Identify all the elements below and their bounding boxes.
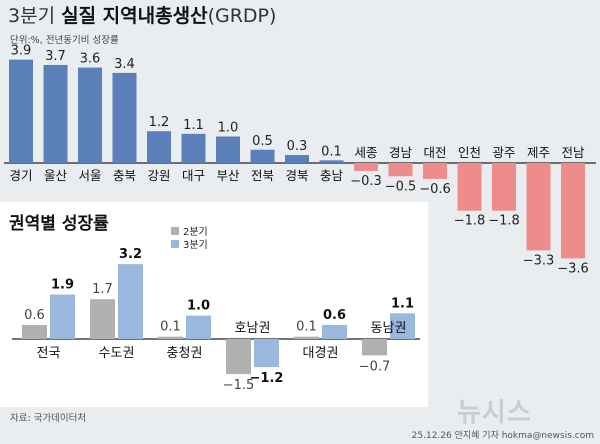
bar-세종 [354, 163, 378, 171]
group-value-label: 3.2 [119, 247, 142, 262]
category-label: 제주 [527, 145, 550, 160]
category-label: 충남 [320, 168, 344, 183]
unit-note: 단위:%, 전년동기비 성장률 [10, 35, 119, 46]
group-value-label: 1.1 [391, 296, 414, 311]
group-value-label: 0.1 [160, 320, 181, 335]
category-label: 강원 [147, 168, 170, 183]
category-label: 대구 [182, 168, 205, 183]
category-label: 울산 [44, 168, 68, 183]
bar-전국-3분기 [50, 294, 75, 339]
value-label: 1.1 [183, 118, 204, 133]
category-label: 광주 [492, 145, 515, 160]
category-label: 부산 [216, 168, 240, 183]
bar-충청권-2분기 [158, 336, 183, 339]
bar-동남권-2분기 [362, 339, 387, 356]
bar-충북 [112, 72, 137, 163]
value-label: −0.3 [350, 174, 382, 189]
bar-제주 [526, 163, 551, 251]
bar-광주 [492, 163, 516, 211]
legend-label-q2: 2분기 [183, 226, 208, 238]
bar-대경권-3분기 [322, 324, 347, 339]
category-label: 충북 [113, 168, 136, 183]
bar-서울 [78, 67, 102, 163]
category-label: 인천 [458, 145, 481, 160]
group-value-label: −1.5 [223, 378, 255, 393]
category-label: 전남 [561, 145, 585, 160]
title-main: 실질 지역내총생산 [61, 5, 208, 27]
chart-title: 3분기 실질 지역내총생산(GRDP) [8, 4, 276, 28]
group-label: 대경권 [303, 346, 339, 361]
value-label: −1.8 [454, 214, 486, 229]
value-label: 3.9 [11, 44, 32, 59]
bar-전남 [561, 163, 585, 259]
value-label: −3.6 [557, 261, 589, 276]
title-quarter: 3분기 [8, 5, 56, 27]
group-label: 수도권 [99, 346, 135, 361]
bar-전북 [250, 149, 275, 163]
bar-수도권-2분기 [90, 299, 115, 339]
bar-동남권-3분기 [390, 313, 415, 339]
group-value-label: 1.9 [51, 278, 74, 293]
bar-호남권-2분기 [226, 339, 251, 375]
group-value-label: 0.6 [323, 308, 346, 323]
value-label: 1.2 [149, 115, 170, 130]
bar-경기 [9, 59, 33, 163]
bar-대구 [181, 133, 206, 163]
category-label: 서울 [78, 168, 101, 183]
category-label: 경기 [9, 168, 32, 183]
newsis-logo: 뉴시스 [457, 398, 532, 428]
bar-강원 [147, 131, 171, 163]
value-label: 3.7 [45, 49, 66, 64]
category-label: 대전 [423, 145, 446, 160]
bar-인천 [457, 163, 482, 211]
value-label: 3.4 [114, 57, 135, 72]
credit-note: 25.12.26 안지혜 기자 hokma@newsis.com [411, 431, 594, 441]
value-label: −1.8 [488, 214, 520, 229]
legend-swatch-q3 [171, 240, 179, 248]
legend-label-q3: 3분기 [183, 239, 208, 251]
value-label: 0.3 [287, 139, 308, 154]
bar-전국-2분기 [22, 324, 47, 339]
group-label: 충청권 [167, 346, 203, 361]
bar-충남 [319, 160, 344, 163]
group-value-label: −0.7 [359, 359, 391, 374]
category-label: 전북 [251, 168, 274, 183]
bar-호남권-3분기 [254, 339, 279, 368]
group-value-label: 1.7 [92, 282, 113, 297]
inset-title: 권역별 성장률 [9, 214, 109, 234]
group-label: 동남권 [371, 321, 407, 336]
group-label: 호남권 [235, 321, 271, 336]
group-value-label: 1.0 [187, 299, 210, 314]
legend-swatch-q2 [171, 227, 179, 235]
category-label: 경남 [389, 145, 413, 160]
bar-충청권-3분기 [186, 315, 211, 339]
value-label: −3.3 [523, 253, 555, 268]
value-label: 3.6 [80, 52, 101, 67]
value-label: 0.5 [252, 134, 273, 149]
source-note: 자료: 국가데이터처 [10, 413, 87, 424]
value-label: −0.6 [419, 182, 451, 197]
category-label: 경북 [285, 168, 308, 183]
value-label: −0.5 [385, 179, 417, 194]
group-label: 전국 [37, 346, 61, 361]
value-label: 1.0 [218, 121, 239, 136]
category-label: 세종 [354, 145, 377, 160]
bar-울산 [43, 64, 68, 163]
group-value-label: −1.2 [250, 371, 284, 386]
bar-경북 [285, 155, 309, 163]
group-value-label: 0.1 [296, 320, 317, 335]
value-label: 0.1 [321, 144, 342, 159]
bar-수도권-3분기 [118, 264, 143, 339]
bar-부산 [216, 136, 240, 163]
bar-대전 [423, 163, 447, 179]
group-value-label: 0.6 [24, 308, 45, 323]
title-suffix: (GRDP) [207, 5, 277, 27]
bar-경남 [388, 163, 413, 177]
bar-대경권-2분기 [294, 336, 319, 339]
